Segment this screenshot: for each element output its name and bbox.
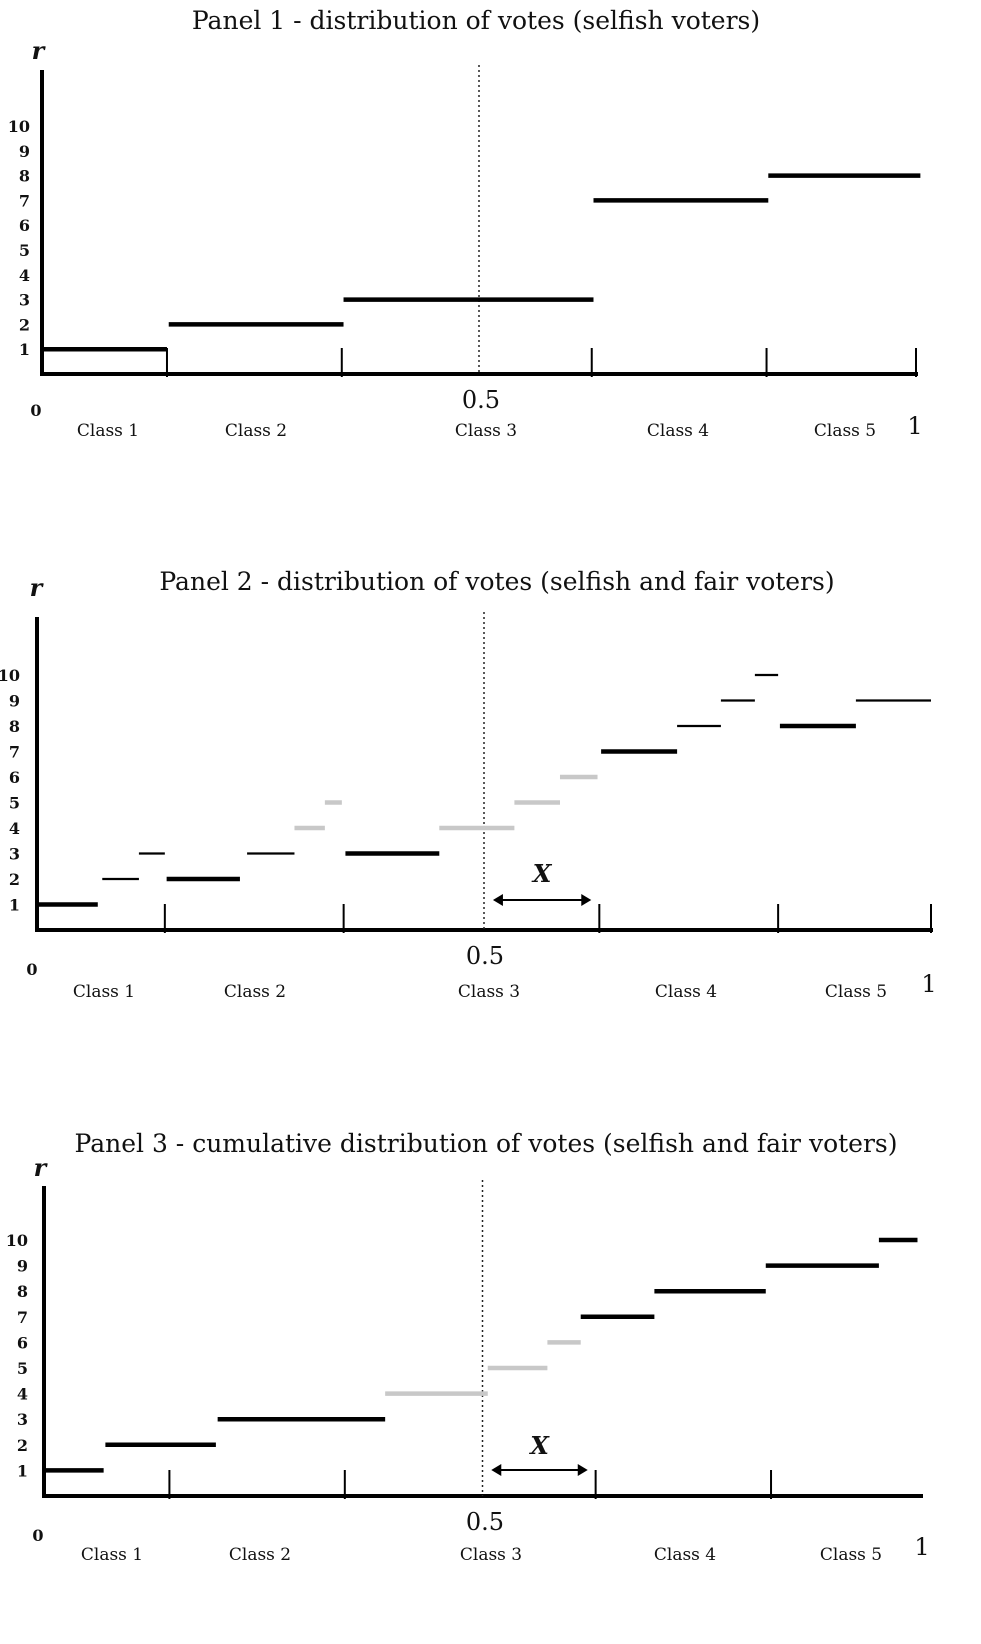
class-label: Class 1 — [81, 1545, 143, 1565]
y-tick-label: 2 — [19, 315, 30, 334]
class-label: Class 1 — [73, 982, 135, 1002]
x-origin-label: 0 — [26, 960, 37, 979]
x-origin-label: 0 — [32, 1526, 43, 1545]
y-tick-label: 7 — [19, 191, 30, 210]
y-tick-label: 3 — [9, 845, 20, 864]
class-label: Class 2 — [225, 421, 287, 441]
y-tick-label: 3 — [19, 291, 30, 310]
y-tick-label: 9 — [17, 1257, 28, 1276]
y-tick-label: 9 — [19, 142, 30, 161]
x-end-label: 1 — [914, 1533, 929, 1561]
x-end-label: 1 — [921, 970, 936, 998]
panel-1: Panel 1 - distribution of votes (selfish… — [8, 6, 923, 441]
class-label: Class 2 — [229, 1545, 291, 1565]
y-tick-label: 7 — [9, 743, 20, 762]
y-tick-label: 8 — [9, 717, 20, 736]
y-axis-label: r — [34, 1153, 49, 1182]
interval-label: X — [528, 1431, 550, 1460]
y-tick-label: 1 — [17, 1461, 28, 1480]
x-mid-label: 0.5 — [466, 1508, 504, 1536]
y-axis-label: r — [32, 36, 47, 65]
y-tick-label: 4 — [9, 819, 20, 838]
class-label: Class 3 — [455, 421, 517, 441]
x-end-label: 1 — [907, 412, 922, 440]
panel-title: Panel 2 - distribution of votes (selfish… — [159, 567, 834, 596]
class-label: Class 4 — [654, 1545, 716, 1565]
y-tick-label: 5 — [17, 1359, 28, 1378]
interval-arrowhead-right — [577, 1464, 588, 1476]
y-tick-label: 4 — [19, 266, 30, 285]
interval-arrowhead-right — [581, 894, 592, 906]
y-tick-label: 8 — [19, 167, 30, 186]
x-mid-label: 0.5 — [466, 942, 504, 970]
y-tick-label: 10 — [6, 1231, 28, 1250]
panel-title: Panel 3 - cumulative distribution of vot… — [75, 1129, 898, 1158]
x-origin-label: 0 — [30, 401, 41, 420]
y-tick-label: 7 — [17, 1308, 28, 1327]
class-label: Class 5 — [825, 982, 887, 1002]
class-label: Class 3 — [458, 982, 520, 1002]
panel-3: Panel 3 - cumulative distribution of vot… — [6, 1129, 930, 1565]
panel-title: Panel 1 - distribution of votes (selfish… — [192, 6, 760, 35]
class-label: Class 1 — [77, 421, 139, 441]
panel-2: Panel 2 - distribution of votes (selfish… — [0, 567, 937, 1002]
y-tick-label: 5 — [19, 241, 30, 260]
class-label: Class 4 — [647, 421, 709, 441]
y-tick-label: 10 — [8, 117, 30, 136]
y-tick-label: 10 — [0, 666, 20, 685]
class-label: Class 5 — [814, 421, 876, 441]
y-tick-label: 9 — [9, 692, 20, 711]
y-tick-label: 4 — [17, 1385, 28, 1404]
y-tick-label: 8 — [17, 1282, 28, 1301]
x-mid-label: 0.5 — [462, 386, 500, 414]
y-tick-label: 1 — [9, 896, 20, 915]
y-tick-label: 6 — [19, 216, 30, 235]
y-tick-label: 1 — [19, 340, 30, 359]
interval-label: X — [531, 859, 553, 888]
interval-arrowhead-left — [492, 894, 503, 906]
class-label: Class 5 — [820, 1545, 882, 1565]
class-label: Class 4 — [655, 982, 717, 1002]
y-tick-label: 5 — [9, 794, 20, 813]
y-tick-label: 3 — [17, 1410, 28, 1429]
y-tick-label: 6 — [17, 1333, 28, 1352]
y-tick-label: 6 — [9, 768, 20, 787]
y-tick-label: 2 — [17, 1436, 28, 1455]
interval-arrowhead-left — [491, 1464, 502, 1476]
class-label: Class 3 — [460, 1545, 522, 1565]
class-label: Class 2 — [224, 982, 286, 1002]
y-tick-label: 2 — [9, 870, 20, 889]
y-axis-label: r — [30, 573, 45, 602]
